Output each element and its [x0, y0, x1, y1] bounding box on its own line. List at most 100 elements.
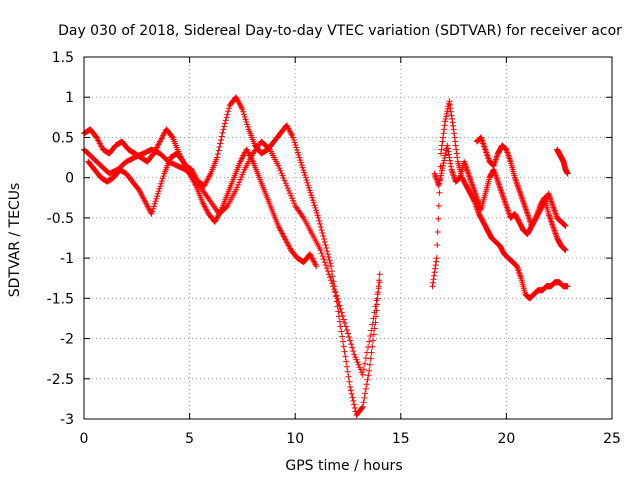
- data-point: [450, 122, 457, 129]
- data-point: [548, 199, 555, 206]
- data-point: [371, 309, 378, 316]
- data-point: [446, 157, 453, 164]
- data-point: [239, 171, 246, 178]
- data-point: [523, 209, 530, 216]
- data-point: [562, 247, 569, 254]
- data-point: [305, 182, 312, 189]
- y-axis-label: SDTVAR / TECUs: [7, 183, 23, 298]
- data-point: [289, 195, 296, 202]
- data-point: [233, 186, 240, 193]
- data-point: [304, 179, 311, 186]
- data-point: [443, 113, 450, 120]
- data-point: [319, 253, 326, 260]
- data-point: [351, 404, 358, 411]
- data-point: [366, 338, 373, 345]
- data-point: [360, 399, 367, 406]
- data-point: [301, 169, 308, 176]
- data-point: [302, 174, 309, 181]
- data-point: [447, 108, 454, 115]
- data-point: [346, 378, 353, 385]
- data-point: [323, 265, 330, 272]
- data-point: [549, 222, 556, 229]
- data-point: [499, 192, 506, 199]
- data-point: [500, 195, 507, 202]
- data-point: [218, 136, 225, 143]
- data-point: [517, 272, 524, 279]
- y-tick-labels: -3 -2.5 -2 -1.5 -1 -0.5 0 0.5 1 1.5: [47, 50, 74, 428]
- data-point: [301, 172, 308, 179]
- data-point: [516, 188, 523, 195]
- data-point: [312, 204, 319, 211]
- data-point: [324, 248, 331, 255]
- data-point: [451, 130, 458, 137]
- data-point: [441, 155, 448, 162]
- data-series-6: [473, 134, 569, 229]
- data-point: [311, 202, 318, 209]
- data-point: [322, 262, 329, 269]
- data-point: [320, 256, 327, 263]
- data-point: [441, 157, 448, 164]
- data-point: [443, 110, 450, 117]
- data-point: [445, 148, 452, 155]
- data-point: [324, 268, 331, 275]
- data-point: [332, 289, 339, 296]
- y-tick-label: -2.5: [47, 372, 74, 388]
- data-point: [445, 151, 452, 158]
- data-point: [336, 318, 343, 325]
- data-point: [431, 269, 438, 276]
- data-point: [150, 205, 157, 212]
- data-point: [324, 251, 331, 258]
- x-tick-labels: 0 5 10 15 20 25: [80, 431, 621, 447]
- data-point: [313, 263, 320, 270]
- data-point: [343, 327, 350, 334]
- data-point: [441, 122, 448, 129]
- data-point: [349, 344, 356, 351]
- data-point: [242, 116, 249, 123]
- data-point: [363, 381, 370, 388]
- data-point: [322, 242, 329, 249]
- data-point: [432, 265, 439, 272]
- data-point: [435, 202, 442, 209]
- data-point: [313, 209, 320, 216]
- data-point: [244, 121, 251, 128]
- data-point: [347, 337, 354, 344]
- data-point: [512, 176, 519, 183]
- data-point: [499, 190, 506, 197]
- data-point: [367, 355, 374, 362]
- data-point: [503, 204, 510, 211]
- data-point: [150, 203, 157, 210]
- data-point: [453, 150, 460, 157]
- data-point: [525, 213, 532, 220]
- data-point: [160, 173, 167, 180]
- data-point: [434, 228, 441, 235]
- data-point: [516, 270, 523, 277]
- data-point: [451, 134, 458, 141]
- data-point: [238, 174, 245, 181]
- data-point: [345, 330, 351, 337]
- data-point: [466, 173, 473, 180]
- data-point: [153, 195, 160, 202]
- y-tick-label: -0.5: [47, 211, 74, 227]
- data-point: [354, 359, 361, 366]
- data-point: [371, 325, 378, 332]
- data-point: [551, 208, 558, 215]
- data-point: [338, 309, 345, 316]
- data-point: [318, 226, 325, 233]
- data-point: [464, 169, 471, 176]
- data-point: [564, 283, 571, 290]
- data-point: [519, 195, 526, 202]
- x-tick-label: 5: [185, 431, 194, 447]
- data-series-2: [81, 138, 383, 378]
- data-point: [549, 202, 556, 209]
- y-tick-label: -3: [60, 412, 74, 428]
- data-point: [501, 198, 508, 205]
- data-point: [514, 182, 521, 189]
- data-point: [223, 114, 230, 121]
- data-point: [325, 271, 332, 278]
- data-point: [438, 142, 445, 149]
- data-point: [317, 220, 324, 227]
- data-point: [320, 232, 327, 239]
- data-point: [309, 194, 316, 201]
- data-point: [365, 344, 372, 351]
- data-point: [359, 403, 366, 410]
